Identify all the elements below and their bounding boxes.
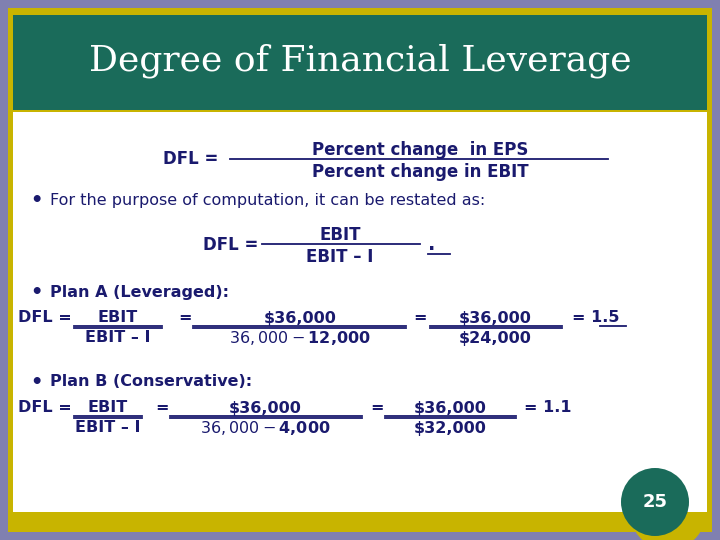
Text: .: . xyxy=(428,235,436,254)
Text: DFL =: DFL = xyxy=(202,236,258,254)
Text: $36,000: $36,000 xyxy=(264,310,336,326)
Text: EBIT – I: EBIT – I xyxy=(76,421,140,435)
Text: Degree of Financial Leverage: Degree of Financial Leverage xyxy=(89,44,631,78)
Text: $24,000: $24,000 xyxy=(459,330,531,346)
Text: Percent change  in EPS: Percent change in EPS xyxy=(312,141,528,159)
Text: Plan B (Conservative):: Plan B (Conservative): xyxy=(50,375,252,389)
Text: $36,000: $36,000 xyxy=(459,310,531,326)
Text: DFL =: DFL = xyxy=(18,310,72,326)
Text: = 1.1: = 1.1 xyxy=(524,401,572,415)
Text: EBIT: EBIT xyxy=(88,401,128,415)
Text: •: • xyxy=(30,191,42,210)
Text: DFL =: DFL = xyxy=(163,150,218,168)
Text: $32,000: $32,000 xyxy=(413,421,487,435)
Wedge shape xyxy=(632,512,706,540)
Text: For the purpose of computation, it can be restated as:: For the purpose of computation, it can b… xyxy=(50,192,485,207)
Text: EBIT – I: EBIT – I xyxy=(85,330,150,346)
Text: •: • xyxy=(30,373,42,392)
Text: =: = xyxy=(178,310,192,326)
Text: =: = xyxy=(413,310,426,326)
Text: •: • xyxy=(30,282,42,301)
Text: =: = xyxy=(155,401,168,415)
Text: =: = xyxy=(370,401,384,415)
Text: $36,000 - $4,000: $36,000 - $4,000 xyxy=(199,419,330,437)
Text: $36,000: $36,000 xyxy=(228,401,302,415)
Text: $36,000 - $12,000: $36,000 - $12,000 xyxy=(229,329,371,347)
Text: Plan A (Leveraged):: Plan A (Leveraged): xyxy=(50,285,229,300)
Circle shape xyxy=(621,468,689,536)
Text: EBIT – I: EBIT – I xyxy=(306,248,374,266)
Bar xyxy=(13,112,707,512)
Text: Percent change in EBIT: Percent change in EBIT xyxy=(312,163,528,181)
Text: DFL =: DFL = xyxy=(18,401,72,415)
Text: 25: 25 xyxy=(642,493,667,511)
Text: EBIT: EBIT xyxy=(98,310,138,326)
Text: $36,000: $36,000 xyxy=(413,401,487,415)
Text: EBIT: EBIT xyxy=(319,226,361,244)
Bar xyxy=(13,15,707,110)
Text: = 1.5: = 1.5 xyxy=(572,310,619,326)
